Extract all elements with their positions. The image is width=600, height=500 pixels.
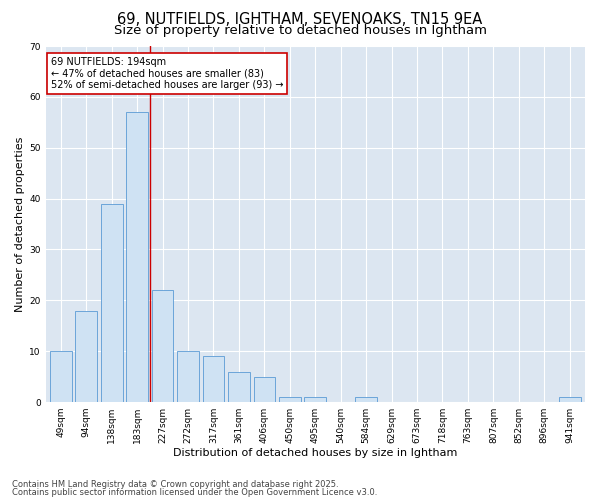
Bar: [254, 376, 275, 402]
Bar: [203, 356, 224, 402]
Bar: [152, 290, 173, 402]
Text: 69, NUTFIELDS, IGHTHAM, SEVENOAKS, TN15 9EA: 69, NUTFIELDS, IGHTHAM, SEVENOAKS, TN15 …: [118, 12, 482, 28]
Bar: [559, 397, 581, 402]
Bar: [228, 372, 250, 402]
Bar: [304, 397, 326, 402]
Bar: [355, 397, 377, 402]
Bar: [279, 397, 301, 402]
Text: 69 NUTFIELDS: 194sqm
← 47% of detached houses are smaller (83)
52% of semi-detac: 69 NUTFIELDS: 194sqm ← 47% of detached h…: [51, 56, 283, 90]
Y-axis label: Number of detached properties: Number of detached properties: [15, 136, 25, 312]
Bar: [101, 204, 122, 402]
Text: Contains HM Land Registry data © Crown copyright and database right 2025.: Contains HM Land Registry data © Crown c…: [12, 480, 338, 489]
Text: Size of property relative to detached houses in Ightham: Size of property relative to detached ho…: [113, 24, 487, 37]
Bar: [76, 310, 97, 402]
Text: Contains public sector information licensed under the Open Government Licence v3: Contains public sector information licen…: [12, 488, 377, 497]
Bar: [127, 112, 148, 402]
X-axis label: Distribution of detached houses by size in Ightham: Distribution of detached houses by size …: [173, 448, 457, 458]
Bar: [50, 351, 71, 402]
Bar: [177, 351, 199, 402]
